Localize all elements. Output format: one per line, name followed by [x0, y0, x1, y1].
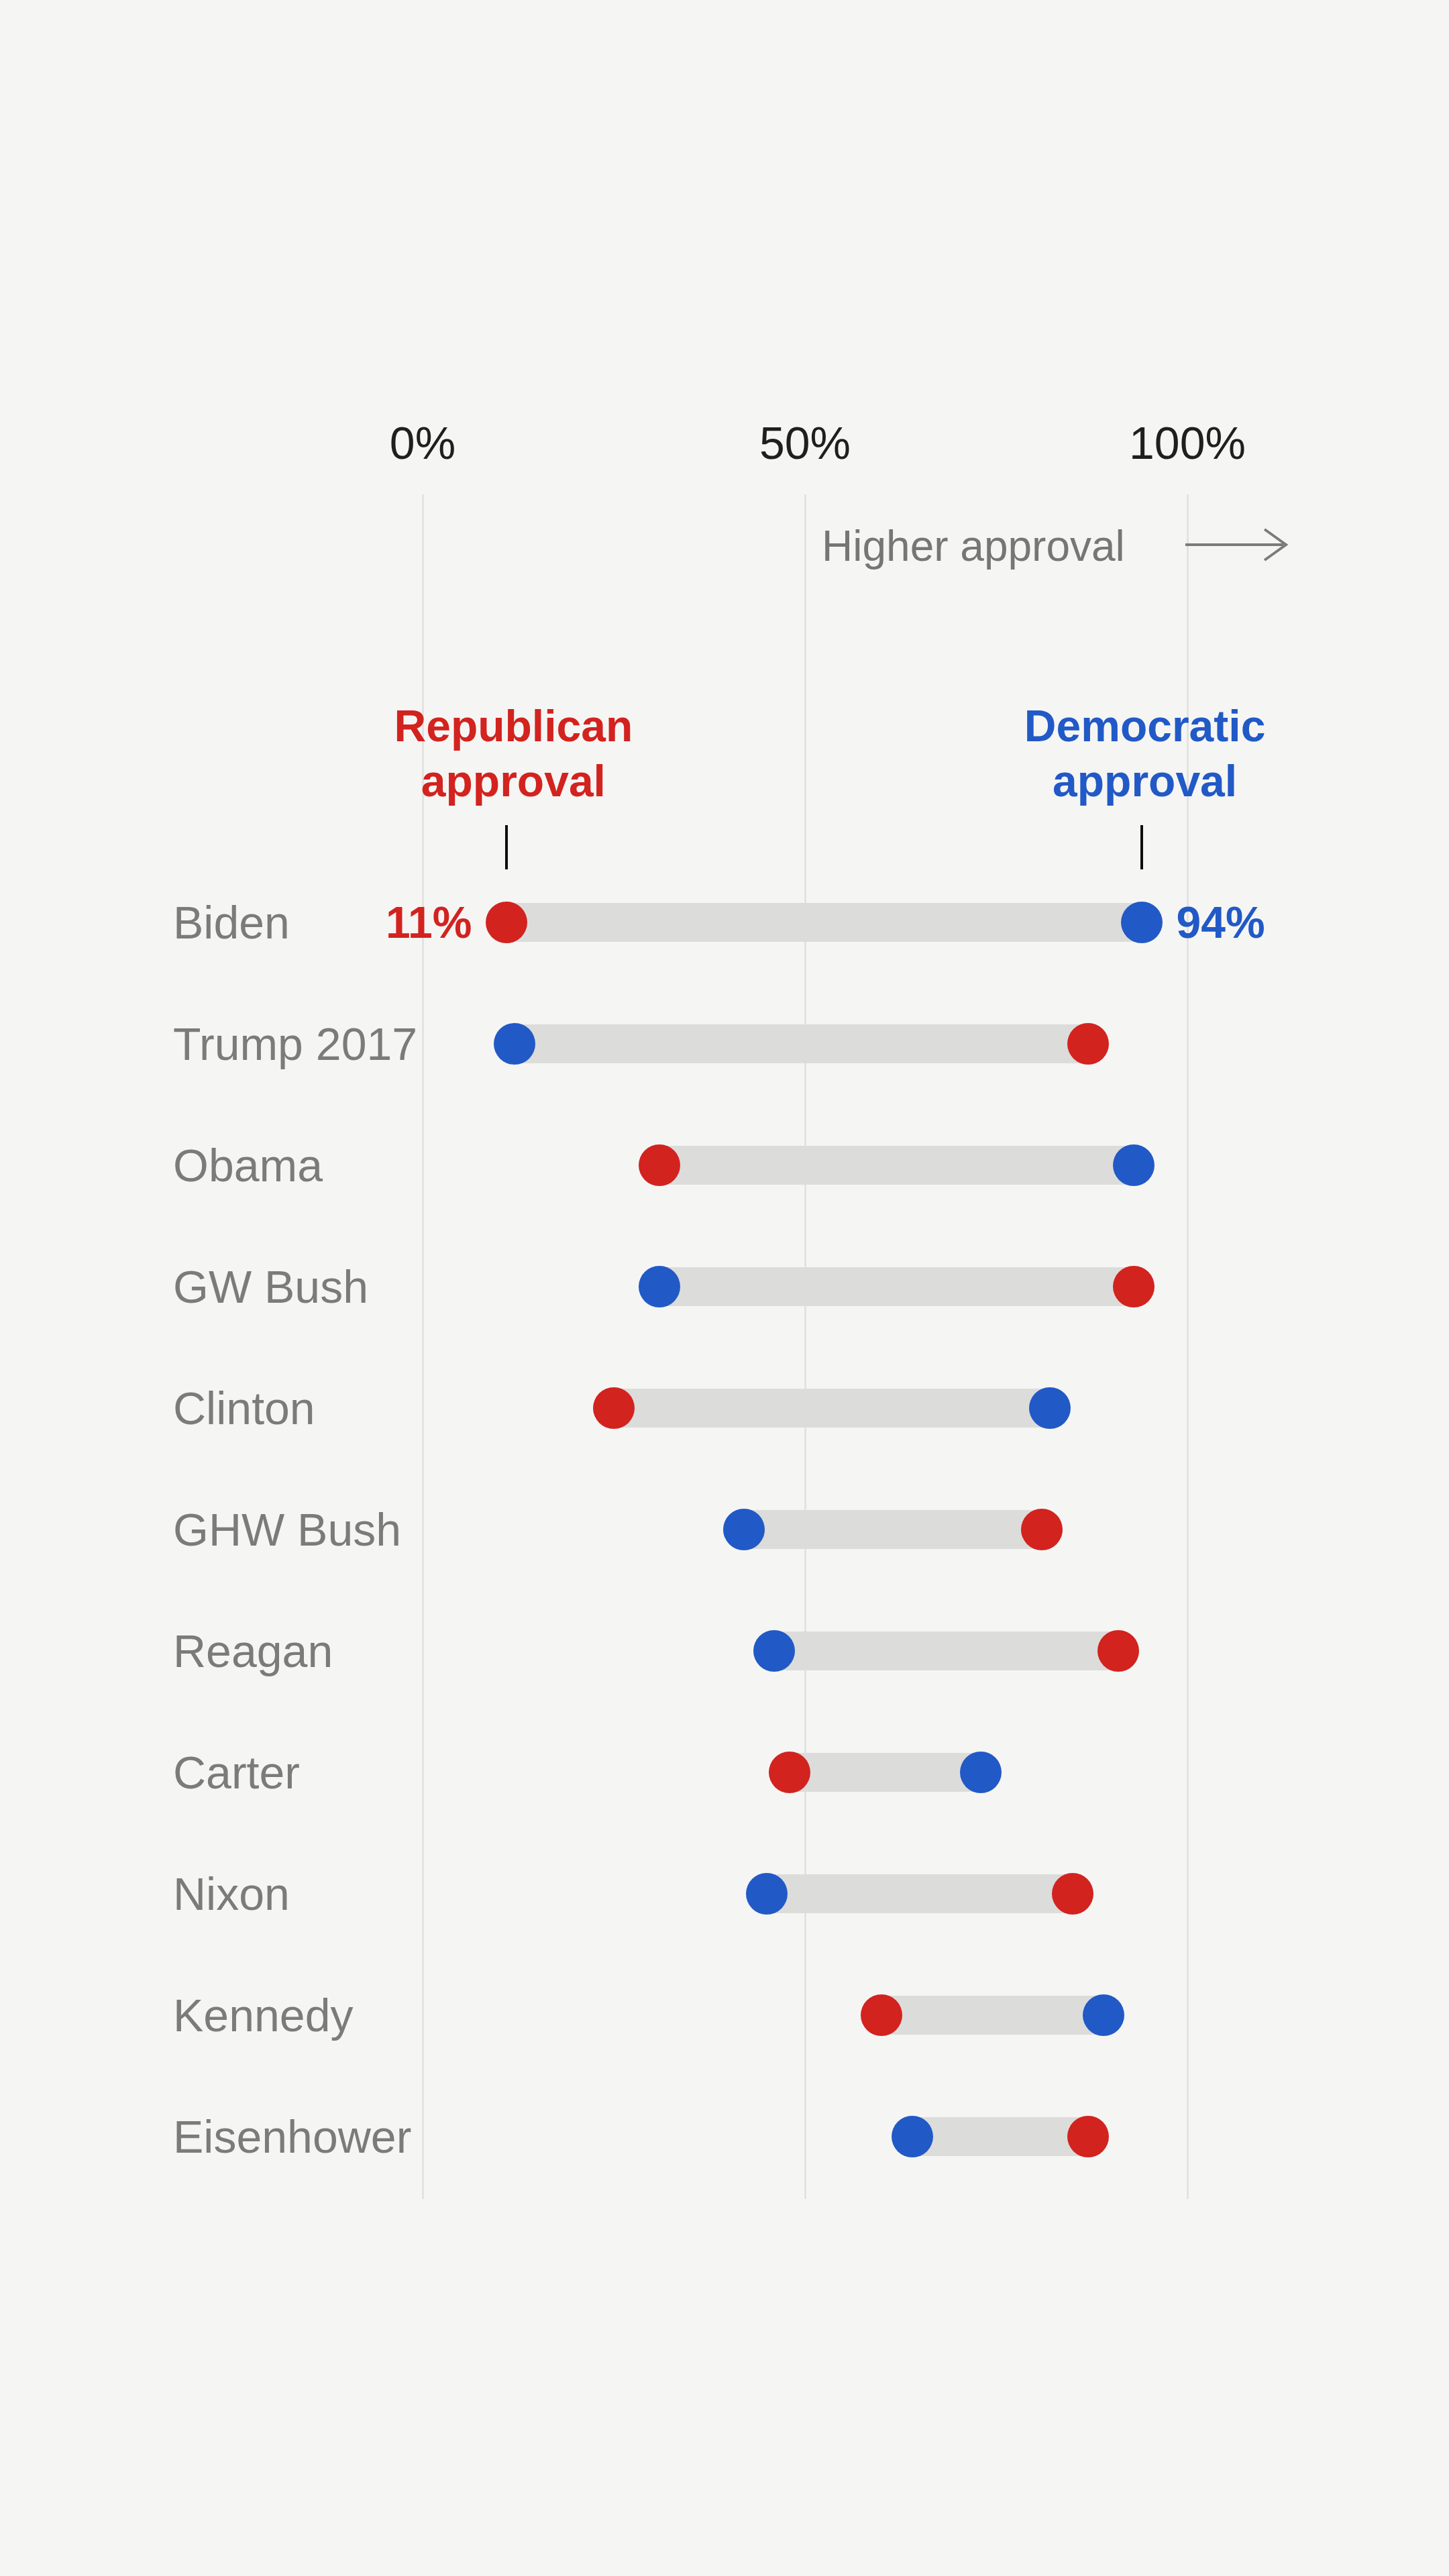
president-name: Obama — [173, 1139, 323, 1191]
republican-value-label: 11% — [386, 897, 472, 948]
president-name: GW Bush — [173, 1260, 368, 1313]
republican-approval-dot — [1097, 1630, 1139, 1672]
democratic-approval-dot — [1121, 902, 1163, 943]
president-name: GHW Bush — [173, 1503, 401, 1556]
president-name: Kennedy — [173, 1989, 353, 2041]
democratic-approval-dot — [494, 1023, 535, 1065]
axis-tick-label: 100% — [1129, 413, 1246, 472]
republican-approval-dot — [1067, 1023, 1109, 1065]
president-name: Eisenhower — [173, 2110, 411, 2163]
democratic-value-label: 94% — [1177, 897, 1265, 948]
republican-approval-dot — [1113, 1266, 1155, 1307]
republican-approval-dot — [1052, 1873, 1093, 1915]
democratic-approval-dot — [746, 1873, 788, 1915]
approval-range-bar — [614, 1389, 1050, 1428]
democratic-approval-dot — [892, 2116, 933, 2157]
democratic-approval-annotation: Democratic approval — [1024, 698, 1266, 808]
democratic-approval-dot — [753, 1630, 795, 1672]
democratic-approval-dot — [960, 1752, 1002, 1793]
approval-range-bar — [767, 1874, 1073, 1913]
president-name: Nixon — [173, 1868, 290, 1920]
republican-approval-dot — [861, 1994, 902, 2036]
republican-approval-annotation: Republican approval — [394, 698, 633, 808]
approval-range-bar — [774, 1631, 1118, 1670]
republican-approval-dot — [486, 902, 527, 943]
approval-range-bar — [912, 2117, 1088, 2156]
gridline-50 — [804, 494, 806, 2199]
approval-range-bar — [506, 903, 1141, 942]
right-arrow-icon — [1184, 521, 1291, 568]
republican-approval-dot — [769, 1752, 810, 1793]
republican-approval-dot — [639, 1144, 680, 1186]
approval-range-bar — [881, 1996, 1104, 2035]
republican-approval-dot — [1021, 1509, 1063, 1550]
president-name: Carter — [173, 1746, 300, 1799]
president-name: Clinton — [173, 1382, 315, 1434]
approval-dumbbell-chart: 0% 50% 100% Higher approval Republican app… — [0, 0, 1449, 2576]
democratic-approval-dot — [1113, 1144, 1155, 1186]
democratic-approval-dot — [1029, 1387, 1071, 1429]
approval-range-bar — [659, 1267, 1134, 1306]
approval-range-bar — [659, 1146, 1134, 1185]
democratic-approval-dot — [1083, 1994, 1124, 2036]
republican-annotation-tick — [505, 825, 508, 869]
republican-approval-dot — [593, 1387, 635, 1429]
approval-range-bar — [790, 1753, 981, 1792]
approval-range-bar — [515, 1024, 1088, 1063]
axis-tick-label: 0% — [390, 413, 455, 472]
axis-tick-label: 50% — [759, 413, 851, 472]
president-name: Trump 2017 — [173, 1018, 417, 1070]
president-name: Reagan — [173, 1625, 333, 1677]
democratic-annotation-tick — [1140, 825, 1143, 869]
democratic-approval-dot — [639, 1266, 680, 1307]
president-name: Biden — [173, 896, 290, 949]
approval-range-bar — [744, 1510, 1042, 1549]
republican-approval-dot — [1067, 2116, 1109, 2157]
democratic-approval-dot — [723, 1509, 765, 1550]
higher-approval-label: Higher approval — [822, 519, 1125, 573]
